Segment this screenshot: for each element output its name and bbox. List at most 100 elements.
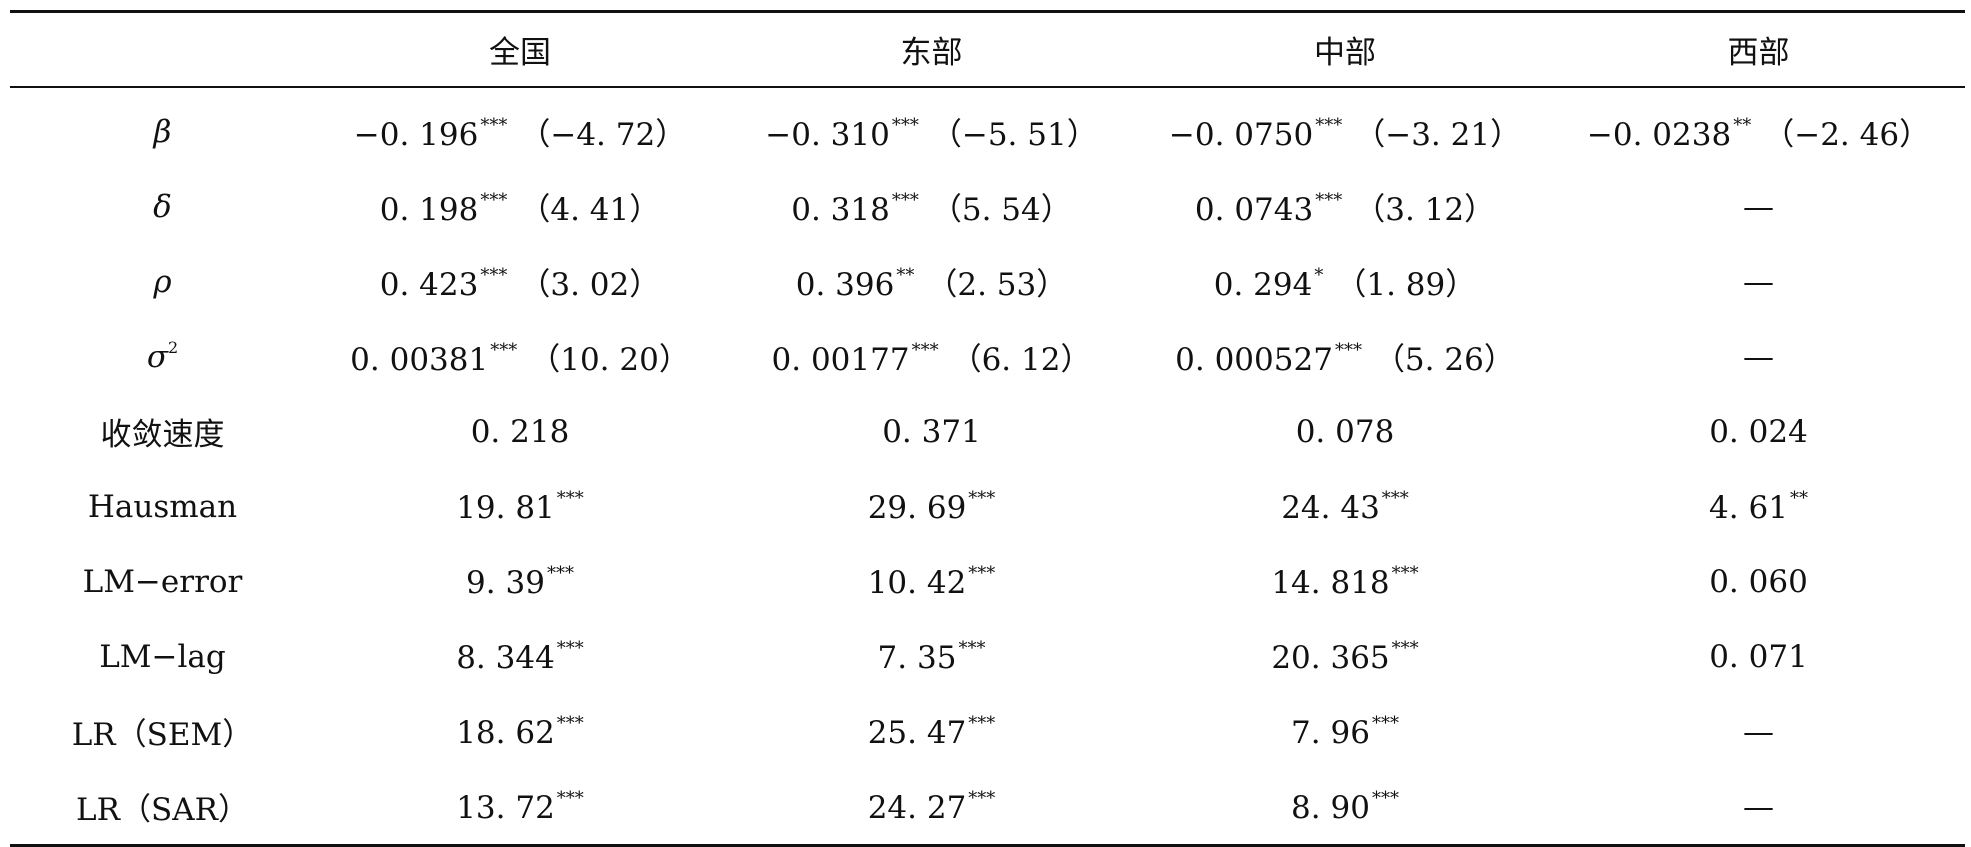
table-row: LM−lag 8. 344 *** 7. 35 *** 20. 365 *** 0. 071 bbox=[10, 619, 1965, 694]
empty-dash: — bbox=[1743, 713, 1774, 750]
data-cell: −0. 310 *** （−5. 51） bbox=[725, 87, 1138, 169]
data-cell: 19. 81 *** bbox=[315, 469, 725, 544]
significance-stars: *** bbox=[891, 190, 919, 211]
cell-value: 8. 344 bbox=[456, 639, 555, 676]
t-statistic: （−5. 51） bbox=[930, 117, 1098, 153]
cell-value: −0. 310 bbox=[765, 117, 890, 153]
cell-value: 0. 0743 bbox=[1194, 192, 1314, 228]
data-cell: 0. 060 bbox=[1552, 544, 1965, 619]
t-statistic: （3. 12） bbox=[1354, 192, 1496, 228]
data-cell: −0. 0750 *** （−3. 21） bbox=[1138, 87, 1552, 169]
row-label: ρ bbox=[153, 263, 172, 300]
data-cell: 0. 00177 *** （6. 12） bbox=[725, 319, 1138, 394]
significance-stars: *** bbox=[911, 340, 939, 361]
significance-stars: *** bbox=[968, 487, 996, 509]
significance-stars: *** bbox=[480, 115, 508, 136]
table-row: LR（SEM） 18. 62 *** 25. 47 *** 7. 96 *** — bbox=[10, 694, 1965, 769]
cell-value: −0. 196 bbox=[353, 117, 479, 153]
regression-results-table: 全国 东部 中部 西部 β −0. 196 *** （−4. 72） −0. 310 **… bbox=[10, 10, 1965, 847]
t-statistic: （−2. 46） bbox=[1763, 117, 1931, 153]
cell-value: 0. 396 bbox=[795, 267, 895, 303]
cell-value: 29. 69 bbox=[867, 489, 967, 526]
empty-dash: — bbox=[1743, 188, 1774, 225]
data-cell: 29. 69 *** bbox=[725, 469, 1138, 544]
data-cell: 18. 62 *** bbox=[315, 694, 725, 769]
data-cell: 20. 365 *** bbox=[1138, 619, 1552, 694]
data-cell: 25. 47 *** bbox=[725, 694, 1138, 769]
table-header: 全国 东部 中部 西部 bbox=[10, 11, 1965, 88]
row-label-cell: Hausman bbox=[10, 469, 315, 544]
significance-stars: *** bbox=[1371, 712, 1399, 734]
cell-value: 0. 218 bbox=[470, 413, 570, 450]
table-row: LR（SAR） 13. 72 *** 24. 27 *** 8. 90 *** — bbox=[10, 769, 1965, 846]
data-cell: — bbox=[1552, 319, 1965, 394]
data-cell: 0. 218 bbox=[315, 394, 725, 469]
row-label-cell: 收敛速度 bbox=[10, 394, 315, 469]
cell-value: 0. 294 bbox=[1213, 267, 1313, 303]
data-cell: 8. 344 *** bbox=[315, 619, 725, 694]
data-cell: 0. 318 *** （5. 54） bbox=[725, 169, 1138, 244]
data-cell: 8. 90 *** bbox=[1138, 769, 1552, 846]
data-cell: 24. 43 *** bbox=[1138, 469, 1552, 544]
row-label: LR（SEM） bbox=[71, 717, 254, 753]
t-statistic: （2. 53） bbox=[926, 267, 1068, 303]
significance-stars: *** bbox=[1334, 340, 1362, 361]
data-cell: 9. 39 *** bbox=[315, 544, 725, 619]
header-cell-stub bbox=[10, 12, 315, 88]
significance-stars: *** bbox=[1371, 787, 1399, 809]
t-statistic: （4. 41） bbox=[519, 192, 661, 228]
significance-stars: *** bbox=[1391, 637, 1419, 659]
cell-value: 20. 365 bbox=[1271, 639, 1390, 676]
cell-value: 25. 47 bbox=[867, 714, 967, 751]
cell-value: 0. 00381 bbox=[350, 342, 489, 378]
t-statistic: （10. 20） bbox=[529, 342, 690, 378]
data-cell: 14. 818 *** bbox=[1138, 544, 1552, 619]
cell-value: 10. 42 bbox=[867, 564, 967, 601]
significance-stars: *** bbox=[968, 562, 996, 584]
data-cell: 0. 294 * （1. 89） bbox=[1138, 244, 1552, 319]
data-cell: — bbox=[1552, 244, 1965, 319]
significance-stars: *** bbox=[556, 637, 584, 659]
data-cell: 0. 423 *** （3. 02） bbox=[315, 244, 725, 319]
cell-value: 0. 060 bbox=[1709, 563, 1808, 600]
significance-stars: *** bbox=[556, 712, 584, 734]
significance-stars: *** bbox=[1315, 115, 1343, 136]
significance-stars: *** bbox=[480, 190, 508, 211]
cell-value: 4. 61 bbox=[1709, 489, 1788, 526]
significance-stars: *** bbox=[1381, 487, 1409, 509]
cell-value: 0. 318 bbox=[791, 192, 890, 228]
empty-dash: — bbox=[1743, 338, 1774, 375]
row-label-superscript: 2 bbox=[167, 338, 179, 357]
data-cell: — bbox=[1552, 769, 1965, 846]
row-label: LR（SAR） bbox=[76, 792, 249, 828]
empty-dash: — bbox=[1743, 263, 1774, 300]
data-cell: 24. 27 *** bbox=[725, 769, 1138, 846]
cell-value: 13. 72 bbox=[456, 789, 555, 826]
cell-value: −0. 0238 bbox=[1586, 117, 1732, 153]
data-cell: — bbox=[1552, 169, 1965, 244]
t-statistic: （6. 12） bbox=[950, 342, 1092, 378]
significance-stars: *** bbox=[958, 637, 986, 659]
table-row: δ 0. 198 *** （4. 41） 0. 318 *** （5. 54） 0. 0743… bbox=[10, 169, 1965, 244]
significance-stars: *** bbox=[546, 562, 574, 584]
row-label: β bbox=[153, 113, 172, 150]
data-cell: 0. 024 bbox=[1552, 394, 1965, 469]
significance-stars: *** bbox=[556, 787, 584, 809]
row-label: Hausman bbox=[87, 488, 238, 525]
cell-value: 7. 96 bbox=[1291, 714, 1370, 751]
cell-value: 0. 024 bbox=[1709, 413, 1808, 450]
table-row: ρ 0. 423 *** （3. 02） 0. 396 ** （2. 53） 0. 294 * （… bbox=[10, 244, 1965, 319]
row-label: δ bbox=[153, 188, 172, 225]
data-cell: 0. 00381 *** （10. 20） bbox=[315, 319, 725, 394]
t-statistic: （5. 26） bbox=[1373, 342, 1515, 378]
cell-value: 0. 371 bbox=[882, 413, 981, 450]
cell-value: 0. 000527 bbox=[1175, 342, 1333, 378]
table-body: β −0. 196 *** （−4. 72） −0. 310 *** （−5. 51） −0.… bbox=[10, 87, 1965, 846]
table-row: σ2 0. 00381 *** （10. 20） 0. 00177 *** （6. 12） 0… bbox=[10, 319, 1965, 394]
data-cell: 10. 42 *** bbox=[725, 544, 1138, 619]
cell-value: 24. 43 bbox=[1281, 489, 1380, 526]
empty-dash: — bbox=[1743, 788, 1774, 825]
table-row: 收敛速度 0. 218 0. 371 0. 078 0. 024 bbox=[10, 394, 1965, 469]
cell-value: 19. 81 bbox=[456, 489, 555, 526]
